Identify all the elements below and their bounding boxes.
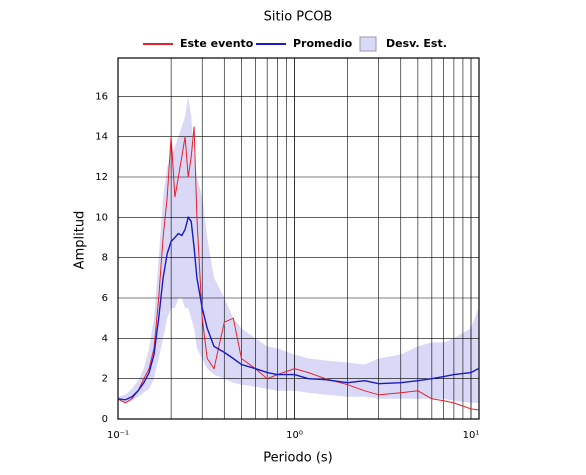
x-tick-label: 10⁻¹ bbox=[107, 430, 129, 441]
x-tick-label: 10⁰ bbox=[286, 430, 303, 441]
x-tick-label: 10¹ bbox=[463, 430, 480, 441]
y-axis-label: Amplitud bbox=[73, 211, 88, 270]
series-line bbox=[117, 126, 479, 411]
legend-label: Promedio bbox=[293, 37, 353, 50]
y-tick-label: 6 bbox=[102, 293, 108, 304]
y-tick-label: 4 bbox=[102, 333, 108, 344]
y-tick-label: 10 bbox=[95, 212, 108, 223]
chart-title: Sitio PCOB bbox=[264, 10, 333, 25]
plot-frame bbox=[117, 57, 480, 420]
legend-label: Este evento bbox=[180, 37, 254, 50]
y-tick-label: 0 bbox=[102, 414, 108, 425]
y-tick-label: 8 bbox=[102, 253, 108, 264]
std-band bbox=[118, 96, 479, 403]
legend-swatch bbox=[359, 36, 377, 52]
y-tick-label: 12 bbox=[95, 172, 108, 183]
y-tick-label: 16 bbox=[95, 91, 108, 102]
x-axis-label: Periodo (s) bbox=[263, 451, 333, 466]
series-line bbox=[117, 215, 479, 401]
legend-label: Desv. Est. bbox=[386, 37, 447, 50]
y-tick-label: 2 bbox=[102, 374, 108, 385]
y-tick-label: 14 bbox=[95, 132, 108, 143]
